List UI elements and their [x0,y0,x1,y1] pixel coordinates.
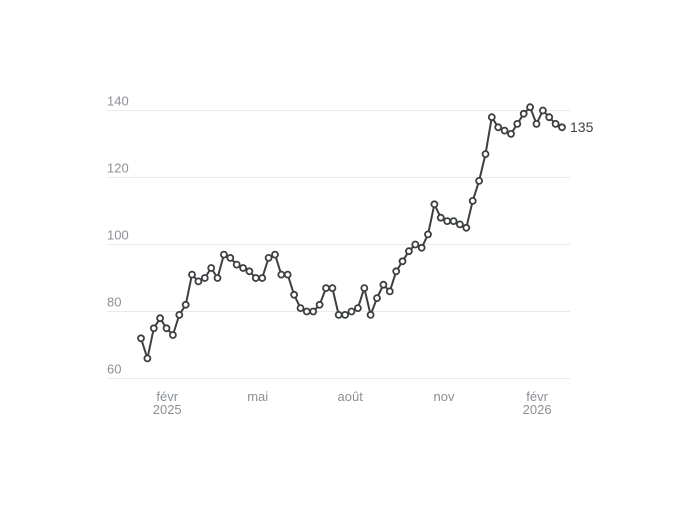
data-point [245,267,254,276]
data-point [455,220,464,229]
data-point [487,113,496,122]
data-point [424,230,432,239]
data-point [558,123,566,132]
y-tick-label: 80 [107,295,121,310]
data-point [264,253,273,262]
data-point [443,217,452,226]
data-point [207,264,216,272]
data-point [309,307,318,316]
data-point [271,250,279,259]
data-point [519,109,528,118]
x-tick-label: févr [526,389,548,404]
data-point [532,120,541,128]
data-point [398,257,407,266]
data-point [188,270,196,279]
data-point [379,280,388,289]
data-point [168,331,177,339]
data-point [258,274,267,282]
data-point [353,304,362,313]
x-tick-label: mai [247,389,268,404]
data-point [315,300,324,309]
data-point [449,217,458,226]
x-tick-year-label: 2026 [523,402,552,417]
data-point [341,310,350,319]
data-point [545,113,554,122]
data-point [366,310,375,319]
data-point [500,126,509,135]
data-point [290,290,299,299]
data-point [277,270,286,279]
data-point [468,196,477,205]
series-line [140,106,563,360]
x-tick-label: févr [156,389,178,404]
data-point [551,120,560,128]
data-point [232,260,241,269]
data-point [213,274,222,282]
y-tick-label: 100 [107,228,129,243]
data-point [322,284,330,293]
series-path [140,106,563,360]
data-point [385,287,394,296]
x-tick-label: nov [434,389,455,404]
data-point [296,304,305,313]
x-tick-year-label: 2025 [153,402,182,417]
data-point [475,176,484,185]
data-point [194,277,203,286]
data-point [334,310,343,319]
data-point [481,150,490,159]
y-tick-label: 120 [107,161,129,176]
data-point [143,354,152,363]
y-axis-labels: 140 120 100 80 60 [107,94,129,377]
data-point [462,223,471,232]
data-point [494,123,503,132]
data-point [411,240,420,249]
y-tick-label: 140 [107,94,129,109]
data-point [513,120,522,128]
data-point [526,103,534,112]
data-point [162,324,171,333]
data-point [417,243,426,252]
data-point [175,310,184,319]
data-point [226,253,235,262]
data-point [436,213,445,222]
x-tick-label: août [338,389,364,404]
data-point [404,247,413,256]
y-tick-label: 60 [107,362,121,377]
last-value-label: 135 [570,119,594,135]
data-point [149,324,158,333]
data-point [507,129,515,138]
data-point [539,106,547,115]
data-point [430,200,439,209]
data-point [373,294,381,303]
data-point [347,307,356,316]
data-point [302,307,311,316]
data-point [283,270,292,279]
data-point [328,284,337,293]
data-point [156,314,165,323]
data-point [392,267,401,276]
data-point [181,300,190,309]
data-point [251,274,260,282]
grid-lines [107,110,570,379]
data-points [137,103,566,363]
data-point [360,284,369,293]
data-point [219,250,228,259]
data-point [200,274,209,282]
data-point [137,334,145,343]
data-point [239,264,248,272]
